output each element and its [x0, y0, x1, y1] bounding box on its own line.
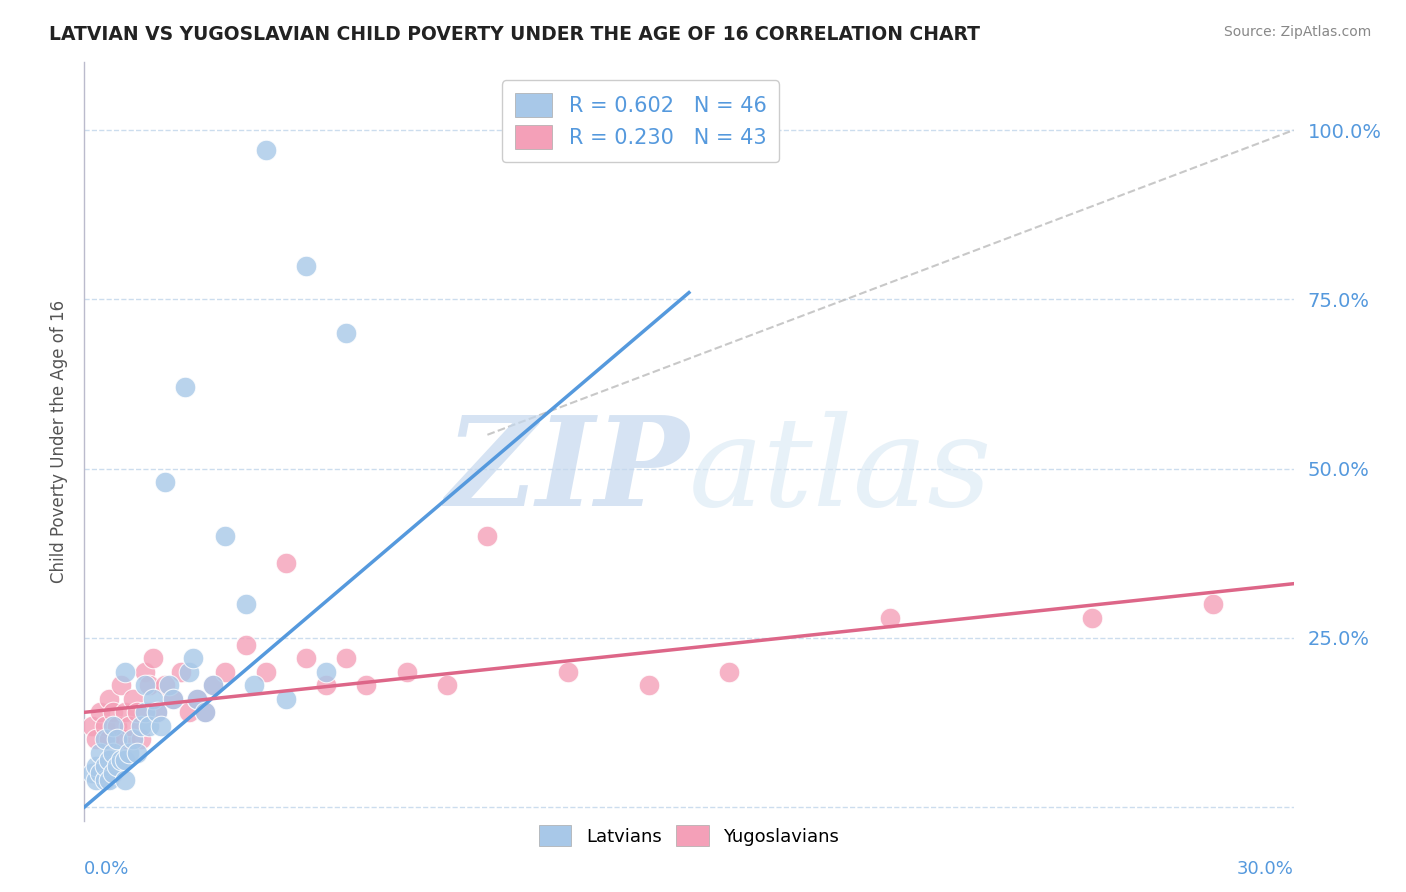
- Text: LATVIAN VS YUGOSLAVIAN CHILD POVERTY UNDER THE AGE OF 16 CORRELATION CHART: LATVIAN VS YUGOSLAVIAN CHILD POVERTY UND…: [49, 25, 980, 44]
- Y-axis label: Child Poverty Under the Age of 16: Child Poverty Under the Age of 16: [49, 300, 67, 583]
- Point: [101, 746, 124, 760]
- Point: [335, 326, 357, 341]
- Point: [101, 719, 124, 733]
- Point: [97, 772, 120, 787]
- Point: [157, 678, 180, 692]
- Point: [114, 753, 136, 767]
- Point: [181, 651, 204, 665]
- Point: [254, 665, 277, 679]
- Point: [129, 732, 152, 747]
- Point: [114, 665, 136, 679]
- Point: [89, 766, 111, 780]
- Point: [194, 706, 217, 720]
- Point: [134, 678, 156, 692]
- Point: [356, 678, 378, 692]
- Point: [142, 651, 165, 665]
- Point: [295, 259, 318, 273]
- Point: [214, 665, 236, 679]
- Point: [254, 144, 277, 158]
- Point: [134, 665, 156, 679]
- Text: 0.0%: 0.0%: [84, 860, 129, 878]
- Point: [436, 678, 458, 692]
- Point: [637, 678, 659, 692]
- Point: [105, 719, 128, 733]
- Point: [82, 719, 104, 733]
- Point: [101, 766, 124, 780]
- Text: ZIP: ZIP: [446, 411, 689, 533]
- Point: [146, 706, 169, 720]
- Point: [110, 753, 132, 767]
- Point: [174, 380, 197, 394]
- Point: [138, 678, 160, 692]
- Point: [105, 759, 128, 773]
- Point: [114, 772, 136, 787]
- Text: Source: ZipAtlas.com: Source: ZipAtlas.com: [1223, 25, 1371, 39]
- Point: [121, 691, 143, 706]
- Legend: Latvians, Yugoslavians: Latvians, Yugoslavians: [531, 818, 846, 854]
- Point: [179, 706, 201, 720]
- Point: [114, 706, 136, 720]
- Point: [162, 691, 184, 706]
- Point: [121, 732, 143, 747]
- Point: [235, 638, 257, 652]
- Point: [718, 665, 741, 679]
- Point: [315, 665, 337, 679]
- Point: [315, 678, 337, 692]
- Point: [97, 732, 120, 747]
- Point: [214, 529, 236, 543]
- Point: [105, 732, 128, 747]
- Point: [153, 678, 176, 692]
- Point: [118, 746, 141, 760]
- Point: [129, 719, 152, 733]
- Point: [86, 772, 108, 787]
- Point: [125, 706, 148, 720]
- Point: [295, 651, 318, 665]
- Point: [134, 706, 156, 720]
- Point: [202, 678, 225, 692]
- Point: [1202, 597, 1225, 611]
- Point: [114, 732, 136, 747]
- Point: [89, 746, 111, 760]
- Point: [146, 706, 169, 720]
- Point: [1081, 610, 1104, 624]
- Point: [110, 678, 132, 692]
- Point: [395, 665, 418, 679]
- Point: [93, 732, 115, 747]
- Point: [93, 772, 115, 787]
- Point: [202, 678, 225, 692]
- Point: [82, 766, 104, 780]
- Point: [93, 719, 115, 733]
- Point: [179, 665, 201, 679]
- Point: [186, 691, 208, 706]
- Point: [274, 557, 297, 571]
- Point: [138, 719, 160, 733]
- Point: [153, 475, 176, 490]
- Point: [97, 691, 120, 706]
- Point: [194, 706, 217, 720]
- Text: 30.0%: 30.0%: [1237, 860, 1294, 878]
- Point: [274, 691, 297, 706]
- Point: [235, 597, 257, 611]
- Point: [477, 529, 499, 543]
- Point: [149, 719, 172, 733]
- Text: atlas: atlas: [689, 411, 993, 533]
- Point: [242, 678, 264, 692]
- Point: [557, 665, 579, 679]
- Point: [93, 759, 115, 773]
- Point: [335, 651, 357, 665]
- Point: [86, 732, 108, 747]
- Point: [186, 691, 208, 706]
- Point: [89, 706, 111, 720]
- Point: [879, 610, 901, 624]
- Point: [142, 691, 165, 706]
- Point: [97, 753, 120, 767]
- Point: [86, 759, 108, 773]
- Point: [125, 746, 148, 760]
- Point: [101, 706, 124, 720]
- Point: [118, 719, 141, 733]
- Point: [170, 665, 193, 679]
- Point: [162, 691, 184, 706]
